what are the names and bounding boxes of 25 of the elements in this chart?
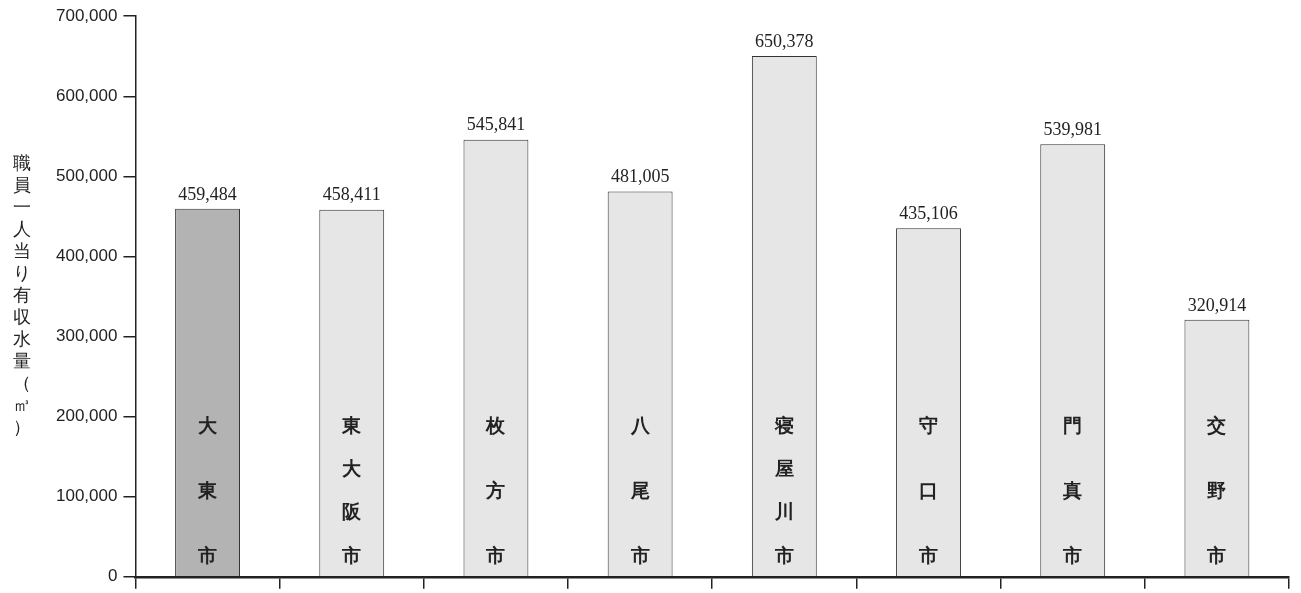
data-label: 545,841 — [466, 114, 526, 135]
category-label: 門真市 — [1063, 413, 1083, 566]
y-tick-label: 700,000 — [56, 5, 118, 25]
data-label: 458,411 — [322, 184, 381, 205]
data-label: 459,484 — [178, 183, 237, 204]
data-label: 320,914 — [1187, 294, 1247, 315]
y-tick-label: 500,000 — [56, 166, 118, 186]
x-tick-label: 寝屋川市 — [773, 413, 794, 566]
data-label: 650,378 — [755, 30, 814, 51]
category-label: 守口市 — [919, 413, 939, 566]
data-label: 481,005 — [610, 166, 670, 187]
category-label: 大東市 — [198, 413, 218, 566]
x-tick-label: 東大阪市 — [341, 413, 363, 566]
category-label: 枚方市 — [486, 413, 506, 566]
y-tick-label: 400,000 — [56, 246, 118, 266]
y-tick-label: 100,000 — [56, 486, 118, 506]
y-tick-label: 200,000 — [56, 406, 118, 426]
y-tick-label: 300,000 — [56, 326, 118, 346]
category-label: 八尾市 — [630, 413, 650, 566]
data-label: 435,106 — [899, 203, 958, 224]
y-tick-label: 0 — [107, 566, 118, 586]
data-label: 539,981 — [1043, 119, 1102, 140]
text: 職員一人当り有収水量（㎥） — [13, 153, 31, 438]
y-tick-label: 600,000 — [56, 85, 118, 105]
category-label: 交野市 — [1207, 413, 1227, 566]
